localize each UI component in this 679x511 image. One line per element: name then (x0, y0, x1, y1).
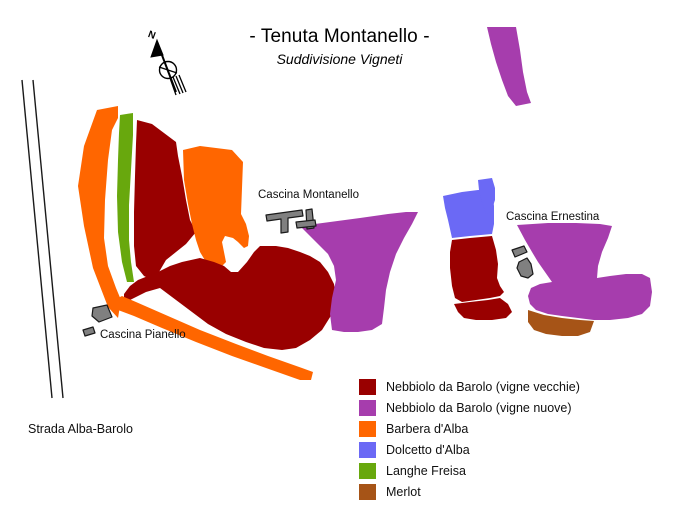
legend-item-dolcetto[interactable]: Dolcetto d'Alba (359, 439, 659, 460)
cascina-ernestina-building (511, 245, 534, 279)
strada-alba-barolo-road (21, 79, 64, 399)
legend-swatch-nebbiolo-nuove (359, 399, 376, 416)
parcel-east-nebbiolo-vecchie-block[interactable] (450, 236, 504, 302)
parcel-north-isolated-nebbiolo-nuove[interactable] (487, 27, 531, 106)
label-strada-alba-barolo: Strada Alba-Barolo (28, 422, 133, 436)
parcel-west-nebbiolo-vecchie-north[interactable] (134, 120, 196, 280)
legend-item-freisa[interactable]: Langhe Freisa (359, 460, 659, 481)
parcel-west-freisa-strip[interactable] (117, 113, 134, 282)
legend-label-nebbiolo-nuove: Nebbiolo da Barolo (vigne nuove) (386, 400, 572, 415)
parcel-west-barbera-strip[interactable] (78, 106, 121, 318)
legend-item-barbera[interactable]: Barbera d'Alba (359, 418, 659, 439)
legend-label-dolcetto: Dolcetto d'Alba (386, 442, 470, 457)
legend-item-merlot[interactable]: Merlot (359, 481, 659, 502)
parcel-east-dolcetto-sliver[interactable] (478, 178, 495, 214)
legend: Nebbiolo da Barolo (vigne vecchie) Nebbi… (359, 376, 659, 502)
legend-label-merlot: Merlot (386, 484, 421, 499)
parcel-east-nebbiolo-vecchie-foot[interactable] (454, 298, 512, 320)
label-cascina-pianello: Cascina Pianello (100, 329, 186, 341)
cascina-pianello-building (82, 304, 113, 337)
parcel-central-barbera-block[interactable] (183, 146, 249, 268)
parcel-south-barbera-edge-strip[interactable] (114, 296, 313, 380)
legend-swatch-nebbiolo-vecchie (359, 378, 376, 395)
legend-swatch-barbera (359, 420, 376, 437)
parcel-east-dolcetto-main[interactable] (443, 190, 494, 238)
legend-label-freisa: Langhe Freisa (386, 463, 466, 478)
legend-item-nebbiolo-nuove[interactable]: Nebbiolo da Barolo (vigne nuove) (359, 397, 659, 418)
legend-item-nebbiolo-vecchie[interactable]: Nebbiolo da Barolo (vigne vecchie) (359, 376, 659, 397)
legend-swatch-merlot (359, 483, 376, 500)
legend-label-nebbiolo-vecchie: Nebbiolo da Barolo (vigne vecchie) (386, 379, 580, 394)
cascina-montanello-building (265, 208, 317, 234)
legend-swatch-dolcetto (359, 441, 376, 458)
label-cascina-ernestina: Cascina Ernestina (506, 211, 600, 223)
compass-rose (150, 38, 187, 96)
parcel-far-east-nebbiolo-nuove[interactable] (517, 223, 652, 320)
parcel-far-east-merlot[interactable] (528, 310, 594, 336)
parcel-central-nebbiolo-vecchie-main[interactable] (124, 246, 336, 350)
parcel-east-nebbiolo-nuove-wing[interactable] (300, 212, 418, 332)
legend-label-barbera: Barbera d'Alba (386, 421, 469, 436)
label-cascina-montanello: Cascina Montanello (258, 189, 360, 201)
legend-swatch-freisa (359, 462, 376, 479)
